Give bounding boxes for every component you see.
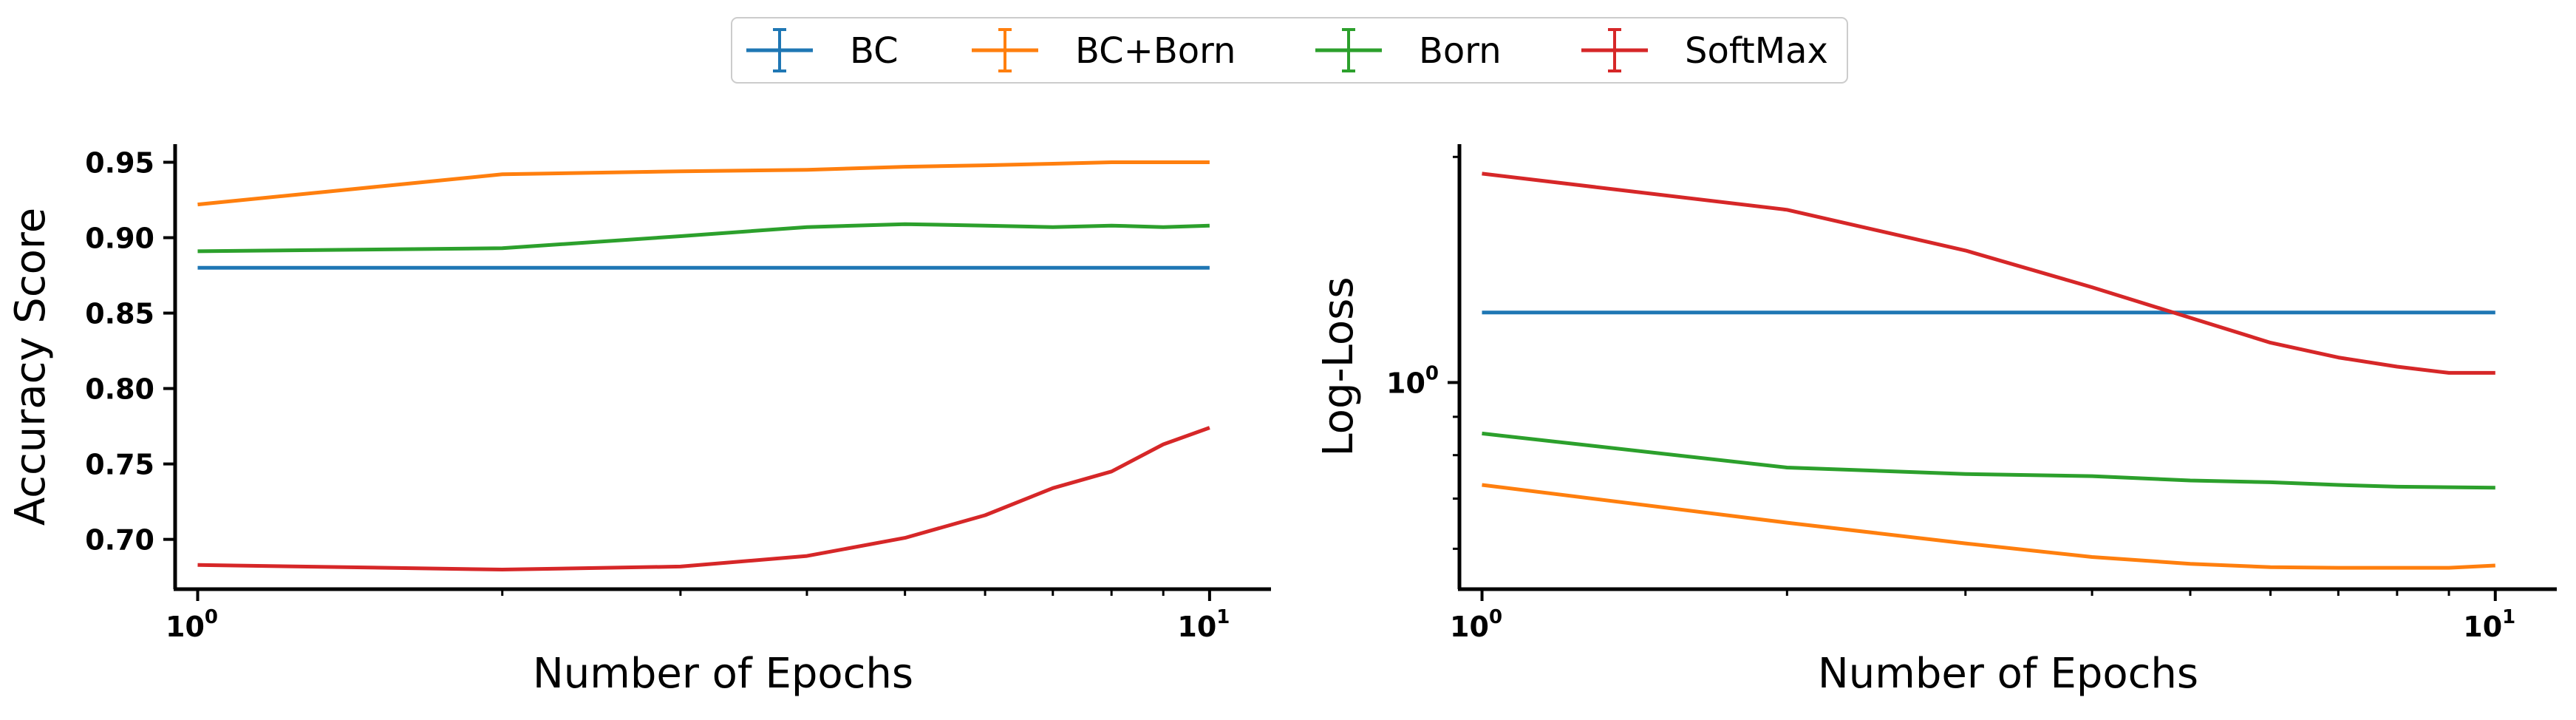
legend-entry-born: Born [1315,28,1502,72]
legend-entry-bc-born: BC+Born [972,28,1236,72]
logloss-chart: 100 101 100 Number of Epochs Log-Loss [1315,144,2557,698]
y-axis-label: Accuracy Score [7,208,55,526]
series-line-bc-born [197,160,1210,207]
series-line-softmax [197,426,1210,571]
y-tick-label: 0.90 [85,223,154,255]
x-axis-label: Number of Epochs [1818,650,2198,698]
x-tick-label: 101 [2463,606,2515,643]
legend-frame [731,17,1848,84]
x-tick-label: 101 [1177,606,1230,643]
legend-entry-softmax: SoftMax [1581,28,1828,72]
legend-label: BC [850,30,899,72]
x-axis-label: Number of Epochs [533,650,913,698]
series-line-born [197,222,1210,254]
x-tick-label: 100 [1450,606,1502,643]
y-tick-label: 0.75 [85,449,154,481]
legend: BC BC+Born Born SoftMax [731,17,1848,84]
accuracy-chart: 100 101 0.70 0.75 0.80 0.85 0.90 0.95 Number of … [7,144,1271,698]
legend-label: Born [1419,30,1502,72]
y-tick-label: 100 [1386,362,1439,399]
series-line-softmax [1482,171,2495,375]
y-tick-label: 0.80 [85,373,154,406]
x-tick-label: 100 [166,606,218,643]
y-tick-label: 0.85 [85,298,154,330]
legend-entry-bc: BC [746,28,899,72]
y-axis-label: Log-Loss [1315,276,1363,456]
y-tick-label: 0.95 [85,146,154,179]
legend-label: BC+Born [1075,30,1236,72]
legend-label: SoftMax [1685,30,1828,72]
series-line-bc-born [1482,483,2495,570]
series-line-born [1482,431,2495,490]
y-tick-label: 0.70 [85,524,154,557]
